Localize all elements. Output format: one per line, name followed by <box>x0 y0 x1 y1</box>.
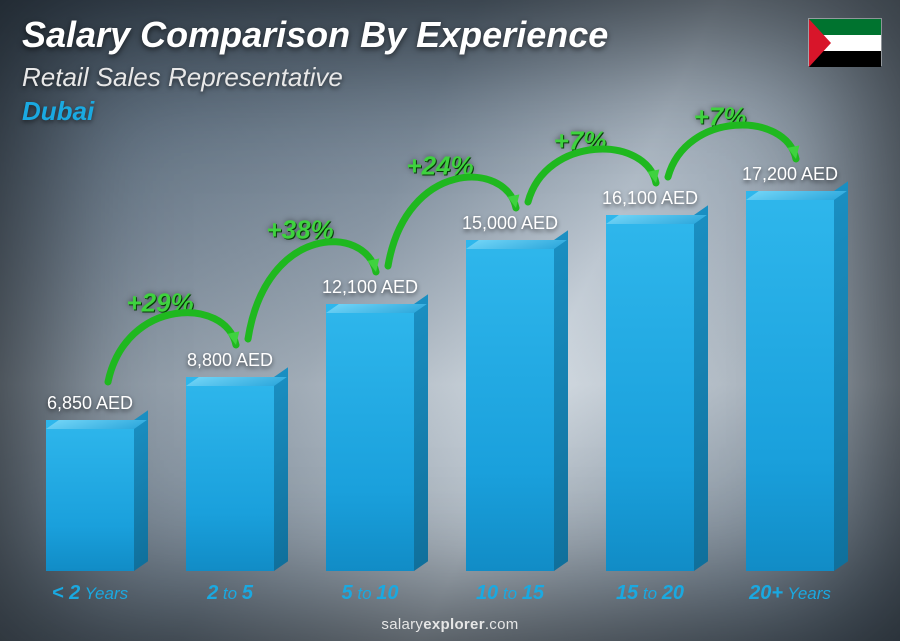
chart-location: Dubai <box>22 96 94 127</box>
bar-3: 15,000 AED <box>440 130 580 571</box>
footer-bold: explorer <box>423 616 485 633</box>
infographic-canvas: Salary Comparison By Experience Retail S… <box>0 0 900 641</box>
uae-flag-icon <box>808 18 882 66</box>
bar-value-label: 17,200 AED <box>742 164 838 185</box>
footer-brand: salaryexplorer.com <box>0 616 900 633</box>
bar-value-label: 6,850 AED <box>47 393 133 414</box>
bar-4: 16,100 AED <box>580 130 720 571</box>
bar-value-label: 15,000 AED <box>462 213 558 234</box>
bar-2: 12,100 AED <box>300 130 440 571</box>
bar-value-label: 12,100 AED <box>322 277 418 298</box>
increase-label-1: +38% <box>266 215 333 246</box>
bar-shape <box>186 377 274 571</box>
bar-shape <box>746 191 834 571</box>
x-label-4: 15 to 20 <box>580 582 720 605</box>
increase-label-3: +7% <box>554 126 607 157</box>
footer-thin: salary <box>381 616 423 633</box>
bar-0: 6,850 AED <box>20 130 160 571</box>
bar-1: 8,800 AED <box>160 130 300 571</box>
x-label-2: 5 to 10 <box>300 582 440 605</box>
chart-subtitle: Retail Sales Representative <box>22 62 343 93</box>
increase-label-0: +29% <box>126 288 193 319</box>
bar-5: 17,200 AED <box>720 130 860 571</box>
bar-shape <box>46 420 134 571</box>
x-axis-labels: < 2 Years2 to 55 to 1010 to 1515 to 2020… <box>20 582 860 605</box>
x-label-5: 20+ Years <box>720 582 860 605</box>
footer-suffix: .com <box>485 616 519 633</box>
x-label-0: < 2 Years <box>20 582 160 605</box>
increase-label-2: +24% <box>406 151 473 182</box>
bar-value-label: 8,800 AED <box>187 350 273 371</box>
chart-title: Salary Comparison By Experience <box>22 14 608 56</box>
increase-label-4: +7% <box>694 102 747 133</box>
bar-value-label: 16,100 AED <box>602 188 698 209</box>
bar-shape <box>326 304 414 571</box>
x-label-1: 2 to 5 <box>160 582 300 605</box>
bars-container: 6,850 AED 8,800 AED 12,100 AED 15,000 AED 16… <box>20 130 860 571</box>
bar-shape <box>606 215 694 571</box>
flag-hoist <box>809 19 831 67</box>
bar-chart: 6,850 AED 8,800 AED 12,100 AED 15,000 AED 16… <box>20 130 860 571</box>
bar-shape <box>466 240 554 571</box>
x-label-3: 10 to 15 <box>440 582 580 605</box>
